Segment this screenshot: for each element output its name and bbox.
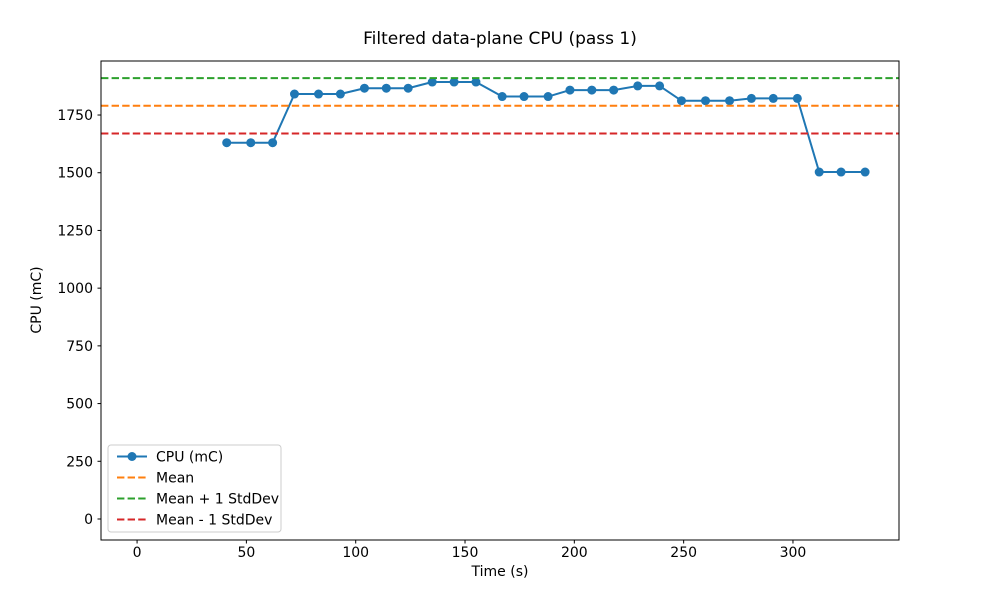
legend-label: Mean (156, 471, 194, 487)
cpu-marker (587, 85, 597, 95)
x-tick-label: 50 (237, 545, 255, 561)
cpu-marker (836, 167, 846, 177)
cpu-marker (403, 83, 413, 93)
y-tick-label: 1750 (57, 108, 93, 124)
cpu-marker (314, 89, 324, 99)
legend-label: Mean + 1 StdDev (156, 492, 279, 508)
cpu-marker (655, 81, 665, 91)
cpu-marker (497, 92, 507, 102)
cpu-marker (633, 81, 643, 91)
x-tick-label: 100 (342, 545, 369, 561)
y-tick-label: 500 (66, 397, 93, 413)
cpu-marker (519, 92, 529, 102)
y-tick-label: 1250 (57, 223, 93, 239)
cpu-marker (359, 83, 369, 93)
y-tick-label: 250 (66, 454, 93, 470)
cpu-marker (335, 89, 345, 99)
y-tick-label: 1500 (57, 166, 93, 182)
x-tick-label: 250 (670, 545, 697, 561)
y-tick-label: 750 (66, 339, 93, 355)
x-tick-label: 0 (133, 545, 142, 561)
cpu-marker (746, 93, 756, 103)
cpu-marker (860, 167, 870, 177)
x-tick-label: 200 (561, 545, 588, 561)
axes-frame (100, 60, 900, 541)
cpu-marker (427, 77, 437, 87)
cpu-marker (246, 138, 256, 148)
legend-sample-marker (127, 452, 137, 461)
x-tick-label: 300 (780, 545, 807, 561)
x-axis-label: Time (s) (471, 564, 529, 580)
cpu-marker (768, 93, 778, 103)
y-tick-label: 0 (84, 512, 93, 528)
y-axis-label: CPU (mC) (29, 266, 45, 334)
cpu-marker (565, 85, 575, 95)
cpu-marker (725, 96, 735, 106)
cpu-marker (381, 83, 391, 93)
cpu-marker (449, 77, 459, 87)
cpu-marker (701, 96, 711, 106)
cpu-marker (222, 138, 232, 148)
cpu-marker (543, 92, 553, 102)
chart-title: Filtered data-plane CPU (pass 1) (363, 29, 637, 49)
legend-box (107, 444, 282, 533)
y-tick-label: 1000 (57, 281, 93, 297)
cpu-marker (289, 89, 299, 99)
legend-label: CPU (mC) (156, 450, 223, 466)
cpu-marker (814, 167, 824, 177)
cpu-marker (471, 77, 481, 87)
cpu-marker (792, 93, 802, 103)
cpu-marker (609, 85, 619, 95)
legend-label: Mean - 1 StdDev (156, 513, 272, 529)
cpu-marker (676, 96, 686, 106)
cpu-marker (268, 138, 278, 148)
x-tick-label: 150 (452, 545, 479, 561)
